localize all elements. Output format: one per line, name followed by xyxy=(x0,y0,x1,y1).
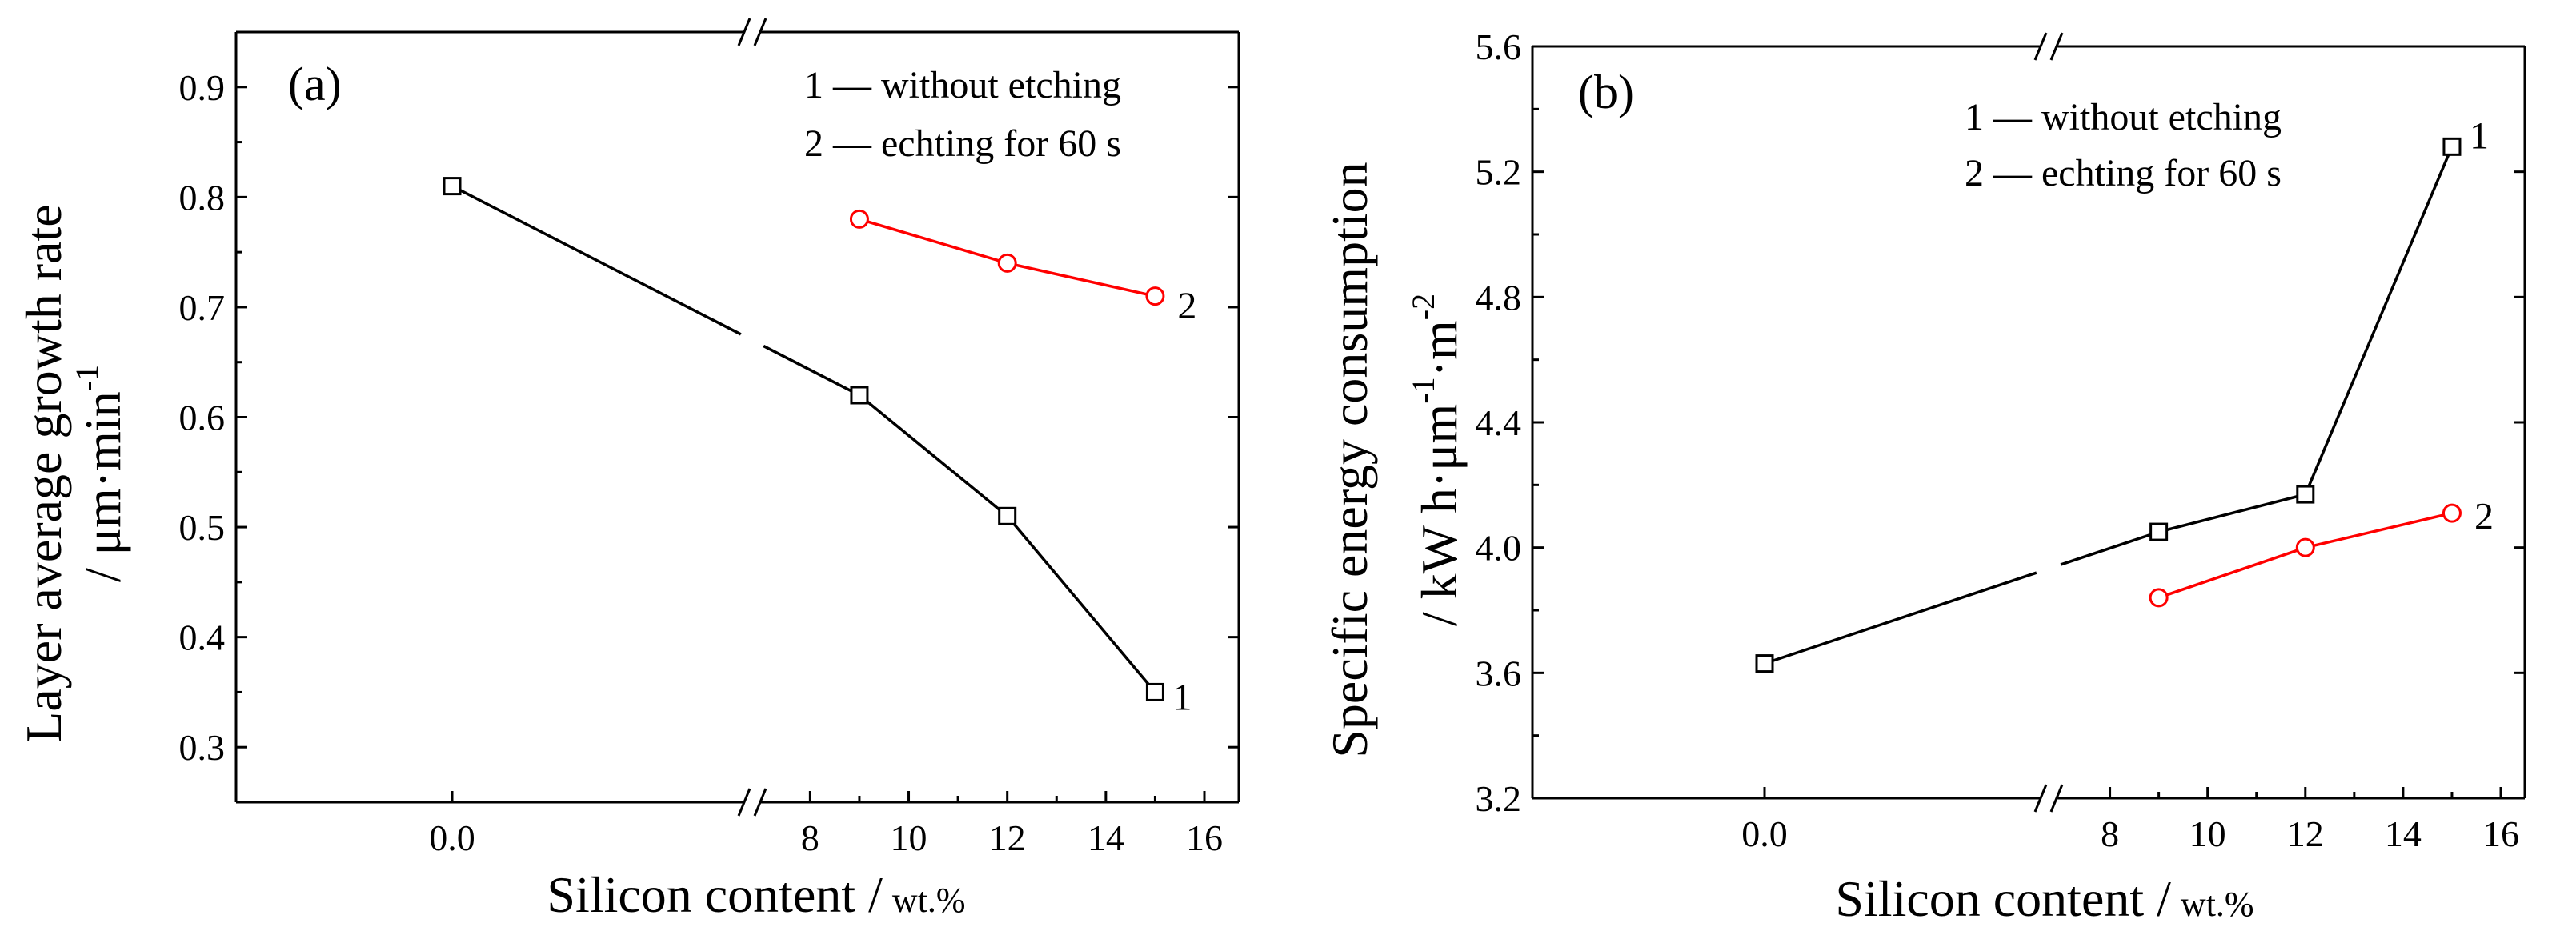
panel-a-series-2-point xyxy=(849,209,869,229)
panel-a-y-axis-title: Layer average growth rate xyxy=(15,204,72,742)
panel-b-axis-break-mark-top-2 xyxy=(2049,32,2064,61)
panel-b-y-axis-title-line1: Specific energy consumption xyxy=(1321,162,1378,757)
panel-a-series-1-point xyxy=(1145,682,1164,701)
panel-a-x-tick-label: 14 xyxy=(1088,817,1124,858)
panel-b-series-1-point xyxy=(2149,522,2169,541)
panel-a-series-2-point xyxy=(1145,286,1165,306)
panel-a-y-axis-unit: / μm·min-1 xyxy=(69,365,131,582)
panel-b-y-tick-label: 4.0 xyxy=(1476,528,1522,569)
panel-a-axis-break-mark-top-1 xyxy=(737,18,751,46)
panel-b-series-1-point xyxy=(1755,654,1774,673)
panel-a-series-2-point xyxy=(997,253,1017,273)
panel-b-series-1-line xyxy=(1764,146,2454,665)
panel-b-series-2-point xyxy=(2295,537,2315,557)
panel-b-series-2-point xyxy=(2442,503,2462,523)
panel-a-legend-entry-1: 1 — without etching xyxy=(804,64,1121,106)
panel-a-series-1-point xyxy=(998,506,1017,525)
panel-b-x-tick-label: 14 xyxy=(2385,813,2422,854)
panel-b-y-axis-unit-text: / kW h·μm-1·m-2 xyxy=(1405,294,1468,626)
panel-b-y-tick-label: 3.6 xyxy=(1476,653,1522,693)
panel-b-y-tick-label: 3.2 xyxy=(1476,778,1522,819)
panel-b-y-tick-label: 4.8 xyxy=(1476,277,1522,318)
panel-b-y-axis-unit: / kW h·μm-1·m-2 xyxy=(1405,294,1468,626)
panel-b-series-1-point xyxy=(2296,485,2315,504)
panel-a-y-unit-base: / μm·min xyxy=(74,391,131,582)
panel-a-legend-entry-2: 2 — echting for 60 s xyxy=(804,122,1121,165)
panel-a-x-axis-title-unit: wt.% xyxy=(892,881,966,920)
panel-a-x-axis-title: Silicon content / wt.% xyxy=(547,866,965,923)
panel-b-y-tick-label: 5.2 xyxy=(1476,152,1522,193)
panel-a-y-tick-label: 0.6 xyxy=(179,398,226,438)
panel-a-label: (a) xyxy=(288,58,342,110)
panel-a-series-1-point xyxy=(850,386,869,405)
panel-b-label: (b) xyxy=(1578,66,1634,118)
panel-a-series-1-break-gap xyxy=(739,330,766,350)
panel-b-axis-break-mark-top-1 xyxy=(2033,32,2048,61)
panel-b-y-unit-b: ·m xyxy=(1411,320,1468,377)
panel-b-series-1-break-gap xyxy=(2035,561,2062,577)
panel-a-x-tick-label: 10 xyxy=(891,817,927,858)
panel-a-axis-break-mark-bottom-2 xyxy=(753,788,767,817)
panel-a-y-tick-label: 0.5 xyxy=(179,507,226,548)
panel-b-x-axis-title-main: Silicon content / xyxy=(1835,870,2171,927)
panel-b-x-tick-label: 8 xyxy=(2101,813,2119,854)
panel-b-axis-break-mark-bottom-1 xyxy=(2033,784,2048,813)
panel-b-y-unit-exp1: -1 xyxy=(1405,377,1441,403)
panel-a-y-tick-label: 0.3 xyxy=(179,727,226,768)
panel-b-y-axis-title: Specific energy consumption xyxy=(1321,162,1378,757)
panel-a-y-tick-label: 0.8 xyxy=(179,177,226,218)
panel-a-axis-break-mark-bottom-1 xyxy=(737,788,751,817)
panel-a-y-axis-unit-text: / μm·min-1 xyxy=(69,365,131,582)
panel-b-series-1-end-label: 1 xyxy=(2470,114,2489,157)
panel-a-x-tick-label: 8 xyxy=(801,817,819,858)
panel-a-y-tick-label: 0.9 xyxy=(179,67,226,108)
panel-b-axis-break-mark-bottom-2 xyxy=(2049,784,2064,813)
panel-a-y-tick-label: 0.4 xyxy=(179,617,226,658)
panel-b-series-2-end-label: 2 xyxy=(2474,496,2494,538)
panel-b-x-tick-label: 12 xyxy=(2287,813,2324,854)
panel-a-background xyxy=(0,0,1280,943)
panel-a-series-1-point xyxy=(443,177,462,196)
panel-b-y-unit-exp2: -2 xyxy=(1405,294,1441,320)
panel-b-x-tick-label: 16 xyxy=(2482,813,2519,854)
panel-a-series-1-end-label: 1 xyxy=(1172,676,1192,718)
panel-a-x-tick-label: 0.0 xyxy=(429,817,475,858)
panel-b-x-axis-title-unit: wt.% xyxy=(2181,885,2254,924)
panel-b-y-unit-a: / kW h·μm xyxy=(1411,404,1468,626)
panel-b-x-tick-label: 0.0 xyxy=(1741,813,1788,854)
panel-a-axis-break-mark-top-2 xyxy=(753,18,767,46)
panel-b-legend-entry-1: 1 — without etching xyxy=(1965,96,2282,138)
panel-a-y-tick-label: 0.7 xyxy=(179,287,226,328)
panel-a-x-tick-label: 12 xyxy=(989,817,1026,858)
panel-b-series-1-point xyxy=(2442,137,2462,156)
panel-b-series-2-point xyxy=(2149,588,2169,608)
panel-a-series-2-end-label: 2 xyxy=(1177,285,1196,327)
panel-b-x-tick-label: 10 xyxy=(2189,813,2226,854)
panel-b-y-tick-label: 4.4 xyxy=(1476,402,1522,443)
panel-a-x-axis-title-main: Silicon content / xyxy=(547,866,883,923)
panel-a-y-unit-exponent: -1 xyxy=(69,365,105,391)
panel-b-x-axis-title: Silicon content / wt.% xyxy=(1835,870,2253,927)
panel-a-y-axis-title-line1: Layer average growth rate xyxy=(15,204,72,742)
panel-b-y-tick-label: 5.6 xyxy=(1476,26,1522,67)
panel-b-background xyxy=(1312,0,2576,943)
panel-a-series-1-line xyxy=(451,185,1156,693)
panel-a-x-tick-label: 16 xyxy=(1186,817,1223,858)
panel-b-legend-entry-2: 2 — echting for 60 s xyxy=(1965,152,2282,194)
